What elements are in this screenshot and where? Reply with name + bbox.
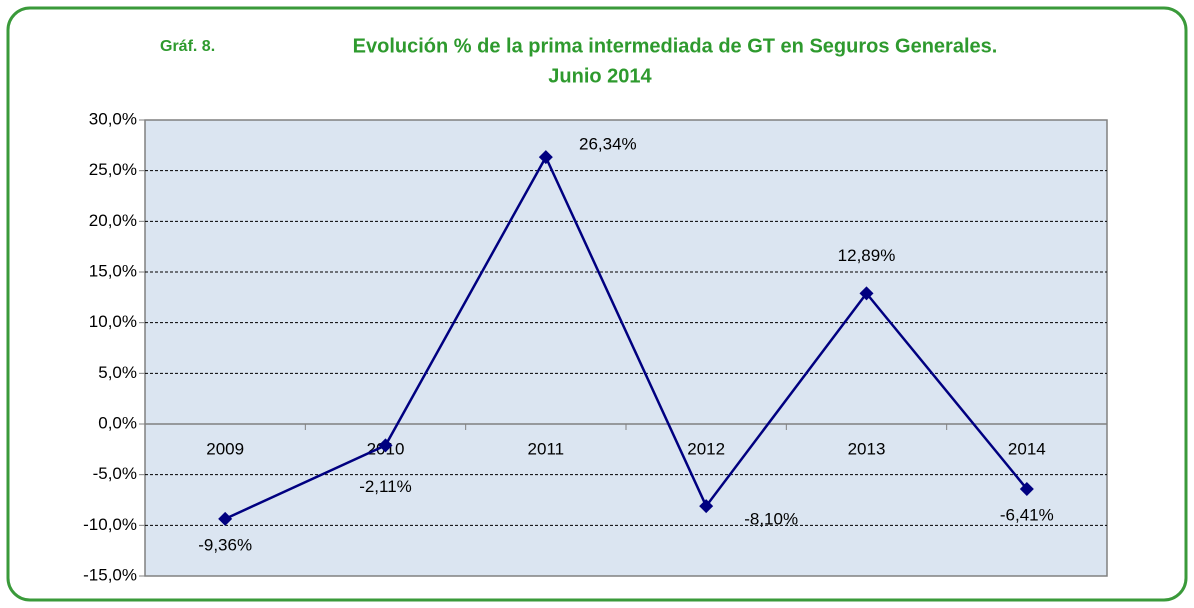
chart-subtitle: Junio 2014: [548, 65, 652, 87]
point: [1019, 481, 1034, 496]
y-tick-label: 0,0%: [98, 413, 137, 432]
data-label: -6,41%: [1000, 505, 1054, 524]
y-tick-label: -10,0%: [83, 515, 137, 534]
point: [859, 286, 874, 301]
x-tick-label: 2012: [687, 439, 725, 458]
line: [224, 154, 1028, 520]
data-label: -2,11%: [359, 477, 412, 496]
y-tick-label: 10,0%: [89, 312, 137, 331]
x-tick-label: 2011: [528, 439, 565, 458]
y-tick-label: 15,0%: [89, 261, 137, 280]
y-tick-label: 5,0%: [98, 363, 137, 382]
data-label: 26,34%: [579, 135, 637, 154]
point: [378, 438, 393, 453]
data-label: -9,36%: [198, 535, 252, 554]
y-tick-label: -15,0%: [83, 565, 137, 584]
point: [218, 511, 233, 526]
y-tick-label: 30,0%: [89, 109, 137, 128]
x-tick-label: 2013: [848, 439, 886, 458]
y-tick-label: 25,0%: [89, 160, 137, 179]
data-label: -8,10%: [744, 510, 798, 529]
x-tick-label: 2009: [206, 439, 244, 458]
point: [538, 150, 553, 165]
y-tick-label: 20,0%: [89, 211, 137, 230]
chart-title: Evolución % de la prima intermediada de …: [353, 35, 998, 57]
plot-area: [144, 119, 1108, 577]
chart-label: Gráf. 8.: [160, 38, 215, 55]
y-tick-label: -5,0%: [93, 464, 137, 483]
data-label: 12,89%: [838, 246, 896, 265]
point: [699, 499, 714, 514]
x-tick-label: 2014: [1008, 439, 1046, 458]
